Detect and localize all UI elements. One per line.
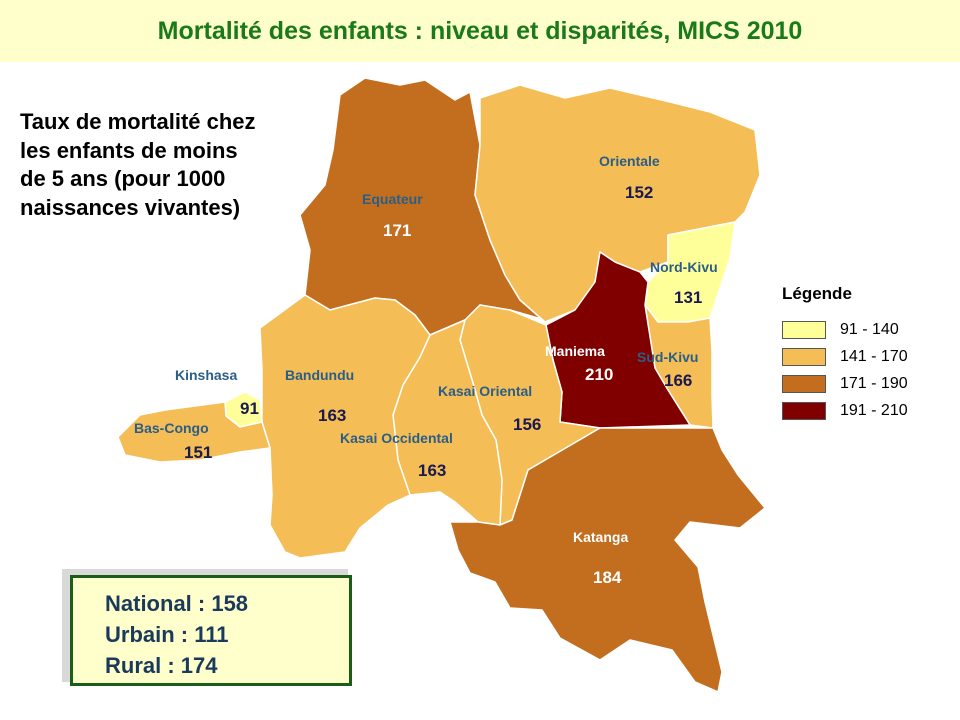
legend-label: 171 - 190 [840, 374, 908, 392]
legend-item: 171 - 190 [782, 370, 952, 397]
page-title: Mortalité des enfants : niveau et dispar… [157, 16, 803, 45]
stat-urbain: Urbain : 111 [105, 622, 229, 647]
legend-title: Légende [782, 284, 852, 303]
province-maniema [545, 251, 691, 429]
label-kasai-occidental-name: Kasai Occidental [340, 430, 453, 446]
label-bandundu-name: Bandundu [285, 367, 354, 383]
label-maniema-value: 210 [585, 365, 613, 384]
label-katanga-value: 184 [593, 568, 622, 587]
label-kasai-oriental-name: Kasai Oriental [438, 383, 532, 399]
label-kinshasa-name: Kinshasa [175, 367, 237, 383]
legend-item: 191 - 210 [782, 397, 952, 424]
label-maniema-name: Maniema [545, 343, 605, 359]
legend-label: 91 - 140 [840, 320, 899, 338]
map-subtitle: Taux de mortalité chez les enfants de mo… [20, 109, 256, 220]
province-bandundu [259, 294, 431, 559]
legend-label: 141 - 170 [840, 347, 908, 365]
stat-rural: Rural : 174 [105, 653, 218, 678]
legend-item: 91 - 140 [782, 316, 952, 343]
province-katanga [449, 427, 766, 693]
label-kinshasa-value: 91 [240, 399, 259, 418]
legend-swatch [782, 347, 826, 366]
label-katanga-name: Katanga [573, 529, 628, 545]
label-equateur-name: Equateur [362, 191, 423, 207]
label-bandundu-value: 163 [318, 406, 346, 425]
legend-swatch [782, 374, 826, 393]
label-sud-kivu-value: 166 [664, 371, 692, 390]
label-bas-congo-value: 151 [184, 443, 212, 462]
label-equateur-value: 171 [383, 221, 411, 240]
legend-item: 141 - 170 [782, 343, 952, 370]
legend-swatch [782, 320, 826, 339]
province-orientale [474, 84, 761, 323]
label-sud-kivu-name: Sud-Kivu [637, 349, 698, 365]
stats-box: National : 158 Urbain : 111 Rural : 174 [70, 575, 352, 686]
province-bas-congo [117, 401, 271, 463]
label-kasai-occidental-value: 163 [418, 461, 446, 480]
title-bar: Mortalité des enfants : niveau et dispar… [0, 0, 960, 62]
map-legend: Légende 91 - 140 141 - 170 171 - 190 191… [782, 284, 952, 424]
stat-national: National : 158 [105, 591, 249, 616]
legend-label: 191 - 210 [840, 401, 908, 419]
label-bas-congo-name: Bas-Congo [134, 420, 209, 436]
label-kasai-oriental-value: 156 [513, 415, 541, 434]
label-nord-kivu-name: Nord-Kivu [650, 259, 718, 275]
label-orientale-value: 152 [625, 183, 653, 202]
legend-swatch [782, 401, 826, 420]
label-nord-kivu-value: 131 [674, 288, 702, 307]
label-orientale-name: Orientale [599, 153, 660, 169]
